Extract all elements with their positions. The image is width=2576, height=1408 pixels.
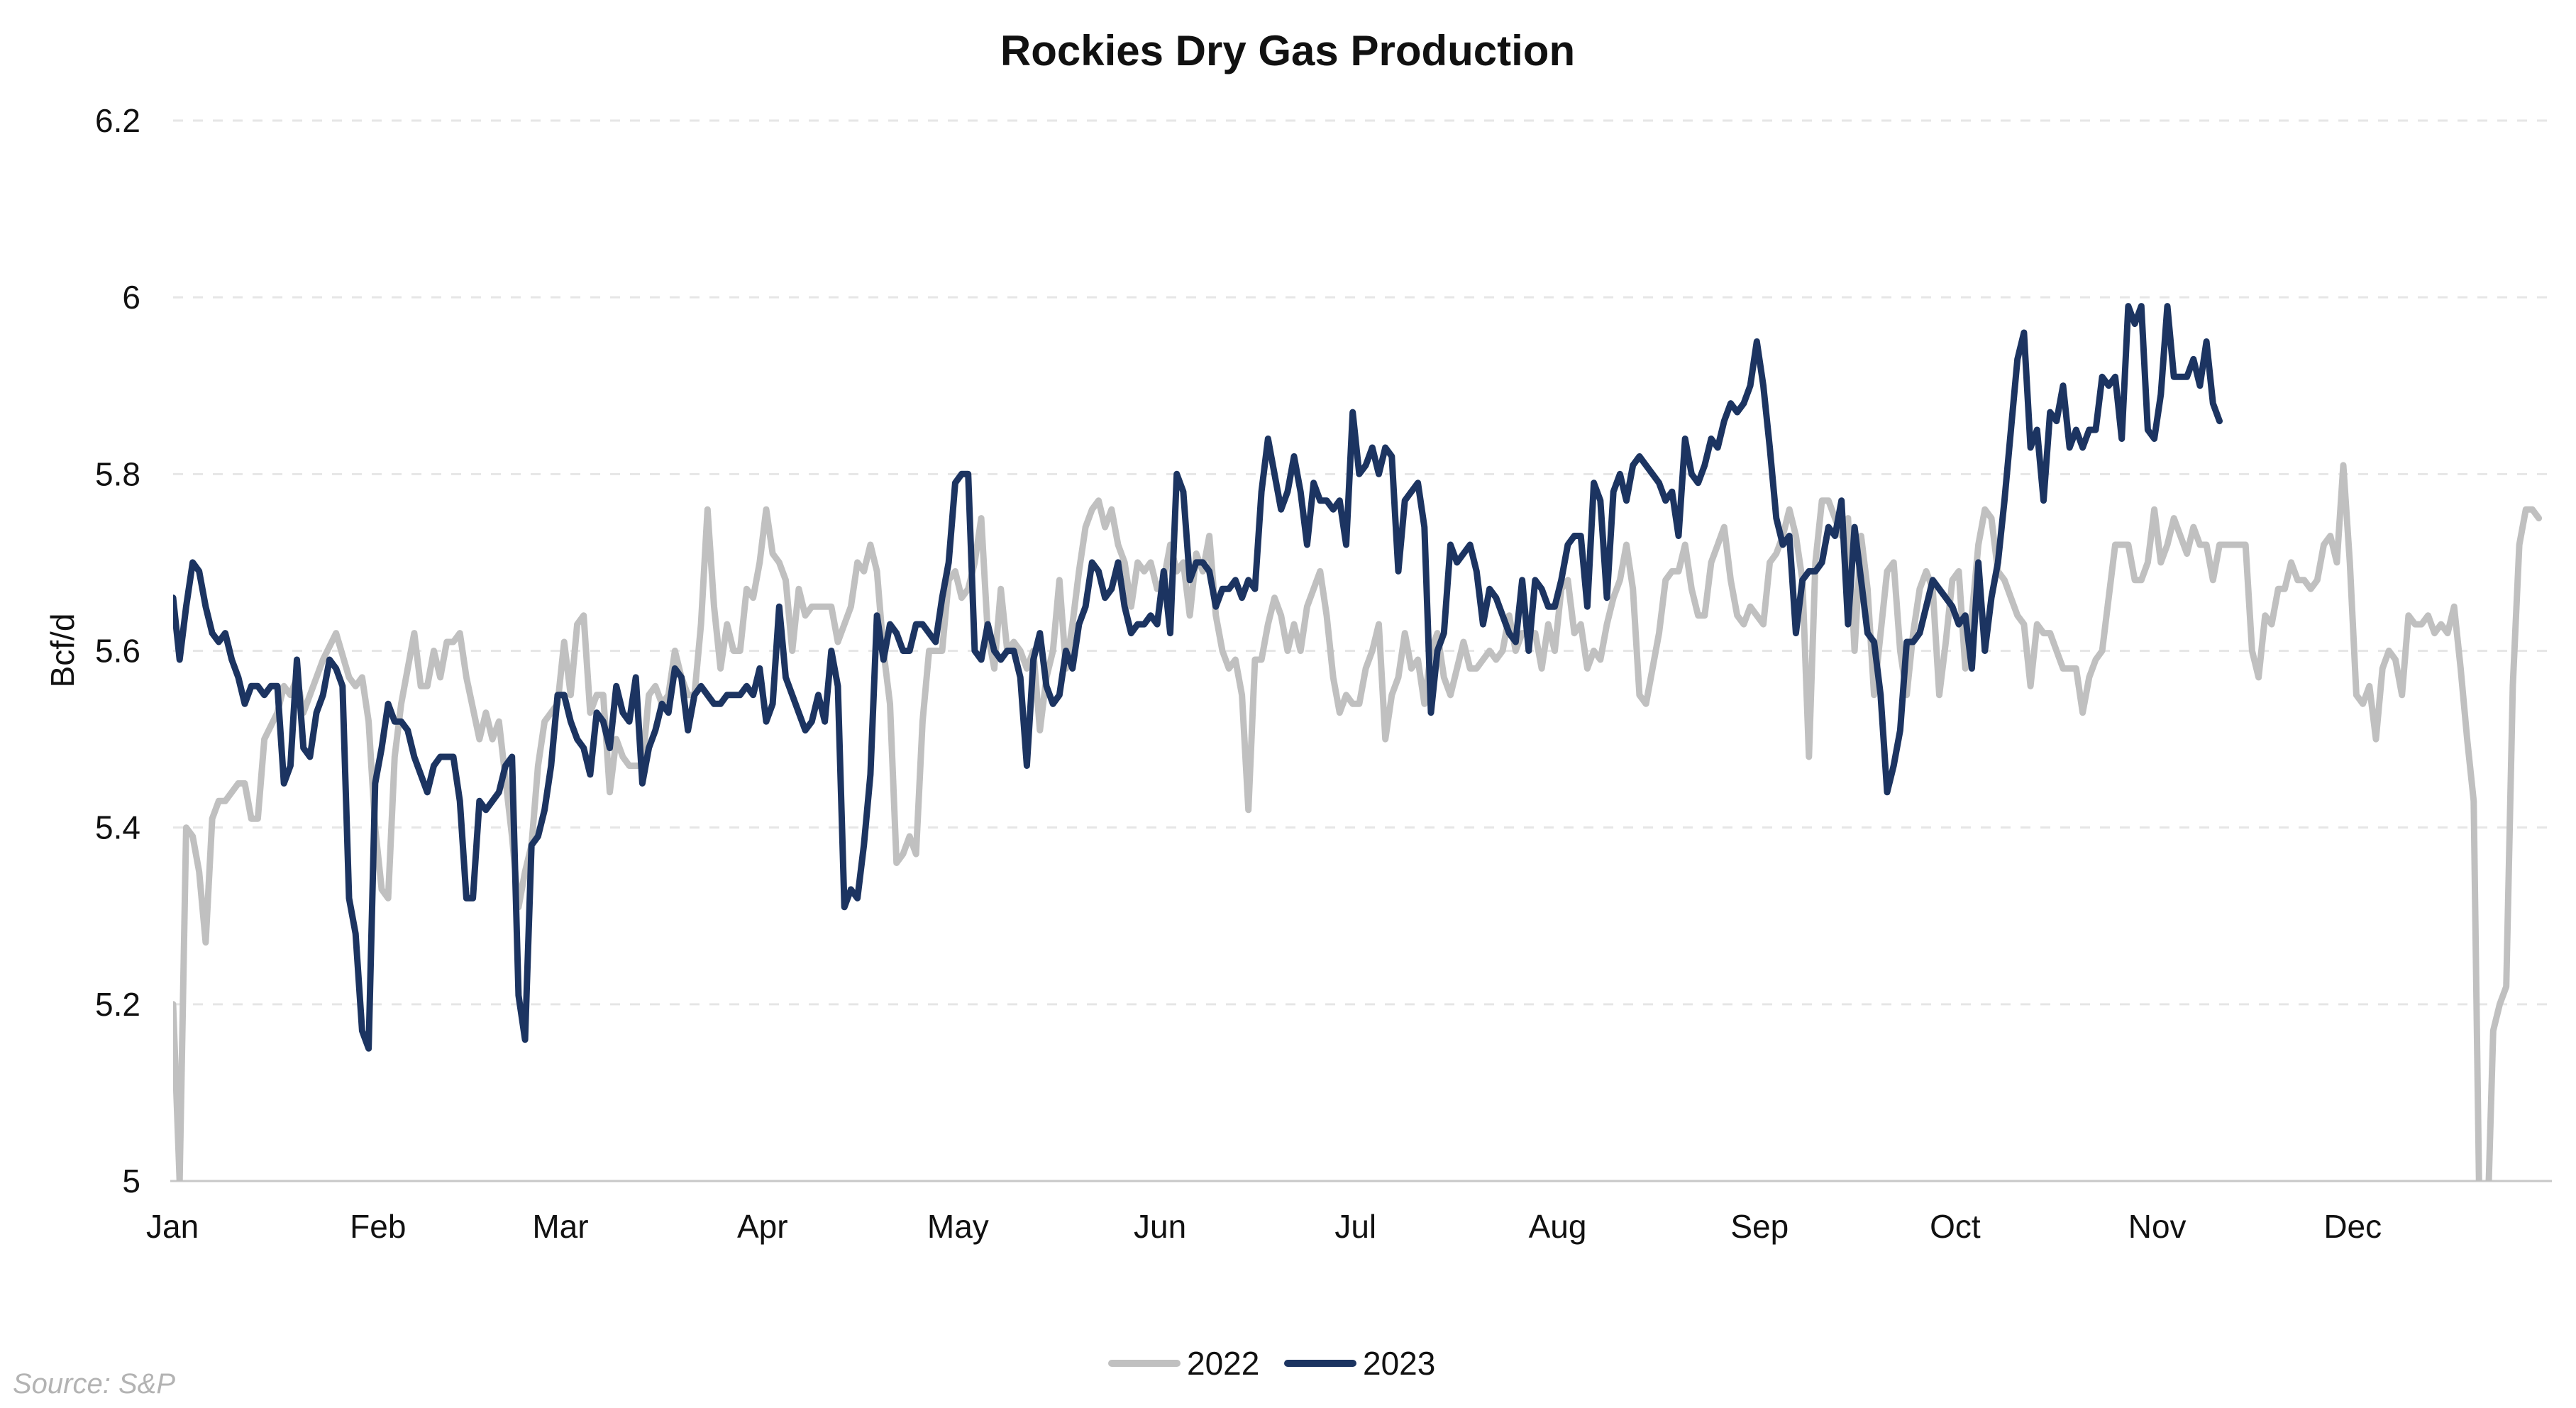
x-tick-label: Feb — [350, 1208, 406, 1245]
legend-item-2023: 2023 — [1284, 1345, 1435, 1382]
x-tick-label: Nov — [2128, 1208, 2187, 1245]
x-tick-label: Sep — [1730, 1208, 1789, 1245]
y-tick-label: 5.6 — [95, 633, 140, 670]
series-line-2022 — [173, 462, 2543, 1181]
source-note: Source: S&P — [13, 1368, 175, 1399]
x-tick-label: May — [927, 1208, 989, 1245]
series-lines — [173, 303, 2543, 1181]
legend-label: 2023 — [1363, 1345, 1435, 1382]
x-tick-label: Aug — [1529, 1208, 1587, 1245]
x-tick-label: Oct — [1930, 1208, 1981, 1245]
x-tick-label: Jul — [1334, 1208, 1376, 1245]
x-tick-label: Jan — [146, 1208, 199, 1245]
x-tick-label: Apr — [737, 1208, 788, 1245]
y-tick-label: 6 — [122, 279, 140, 316]
legend-item-2022: 2022 — [1108, 1345, 1259, 1382]
legend: 2022 2023 — [1108, 1345, 1435, 1382]
y-axis-label: Bcf/d — [44, 614, 81, 688]
x-axis-ticks: Jan Feb Mar Apr May Jun Jul Aug Sep Oct Nov Dec — [146, 1208, 2382, 1245]
x-tick-label: Dec — [2323, 1208, 2382, 1245]
y-tick-label: 5 — [122, 1163, 140, 1199]
chart-title: Rockies Dry Gas Production — [1000, 27, 1575, 74]
legend-label: 2022 — [1187, 1345, 1259, 1382]
x-tick-label: Mar — [532, 1208, 588, 1245]
y-axis-ticks: 5 5.2 5.4 5.6 5.8 6 6.2 — [95, 102, 140, 1199]
series-line-2023 — [173, 303, 2223, 1052]
x-tick-label: Jun — [1134, 1208, 1186, 1245]
y-tick-label: 5.8 — [95, 455, 140, 492]
y-tick-label: 5.2 — [95, 986, 140, 1023]
y-tick-label: 6.2 — [95, 102, 140, 139]
y-tick-label: 5.4 — [95, 809, 140, 846]
